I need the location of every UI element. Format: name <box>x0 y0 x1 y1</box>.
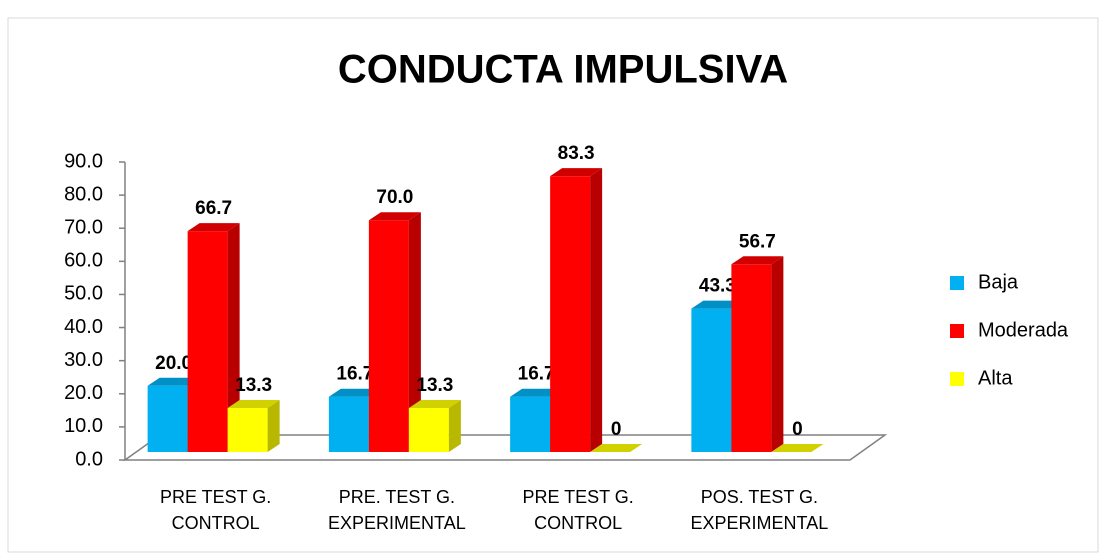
data-label: 66.7 <box>195 198 232 219</box>
data-label: 16.7 <box>336 364 373 385</box>
bar-side <box>448 399 461 452</box>
bar-top <box>510 388 563 397</box>
y-tick-label: 80.0 <box>64 183 103 205</box>
bar-side <box>408 212 421 452</box>
bar-top <box>328 388 381 397</box>
chart-title: CONDUCTA IMPULSIVA <box>338 48 788 92</box>
bar-front <box>731 264 772 452</box>
bar-top <box>590 444 643 452</box>
bar-front <box>550 176 591 452</box>
y-tick-label: 0.0 <box>75 448 103 470</box>
data-label: 56.7 <box>739 231 776 252</box>
y-tick-label: 70.0 <box>64 217 103 239</box>
bar-front <box>227 407 268 452</box>
bar-top <box>147 377 200 386</box>
legend-swatch <box>950 276 964 290</box>
y-tick-label: 30.0 <box>64 349 103 371</box>
bar-top <box>227 399 280 408</box>
y-tick-label: 90.0 <box>64 150 103 172</box>
bar-front <box>368 220 409 452</box>
bar-front <box>408 407 449 452</box>
bar <box>771 444 824 452</box>
bar-top <box>550 168 603 177</box>
data-label: 20.0 <box>155 353 192 374</box>
bar <box>227 399 280 452</box>
bar-top <box>691 300 744 309</box>
legend-label: Baja <box>978 271 1019 293</box>
y-tick-label: 60.0 <box>64 250 103 272</box>
y-tick-label: 50.0 <box>64 283 103 305</box>
x-tick-label: PRE. TEST G. EXPERIMENTAL <box>328 487 466 533</box>
bar <box>408 399 461 452</box>
data-label: 16.7 <box>518 364 555 385</box>
bar-top <box>187 223 240 232</box>
bar <box>187 223 240 452</box>
bar-top <box>731 256 784 265</box>
data-label: 0 <box>792 419 803 440</box>
bar <box>550 168 603 452</box>
bar-top <box>771 444 824 452</box>
data-label: 0 <box>611 419 622 440</box>
x-tick-label: PRE TEST G. CONTROL <box>522 487 634 533</box>
bar <box>590 444 643 452</box>
y-tick-label: 40.0 <box>64 316 103 338</box>
bar-side <box>227 223 240 452</box>
data-label: 70.0 <box>376 187 413 208</box>
bar-side <box>771 256 784 452</box>
data-label: 13.3 <box>416 375 453 396</box>
y-tick-label: 10.0 <box>64 415 103 437</box>
data-label: 13.3 <box>235 375 272 396</box>
bar-top <box>368 212 421 221</box>
y-tick-label: 20.0 <box>64 382 103 404</box>
bar-front <box>691 308 732 452</box>
x-tick-label: POS. TEST G. EXPERIMENTAL <box>690 487 829 533</box>
bar-front <box>147 385 188 452</box>
bar <box>731 256 784 452</box>
bar-front <box>328 396 369 452</box>
legend-swatch <box>950 324 964 338</box>
bar <box>368 212 421 452</box>
bar-front <box>510 396 551 452</box>
legend-label: Alta <box>978 367 1013 389</box>
bar-side <box>590 168 603 452</box>
bar-side <box>267 399 280 452</box>
x-tick-label: PRE TEST G. CONTROL <box>159 487 272 533</box>
legend-swatch <box>950 372 964 386</box>
data-label: 43.3 <box>699 276 736 297</box>
bar-top <box>408 399 461 408</box>
legend-label: Moderada <box>978 319 1069 341</box>
data-label: 83.3 <box>558 143 595 164</box>
bar-front <box>187 231 228 452</box>
